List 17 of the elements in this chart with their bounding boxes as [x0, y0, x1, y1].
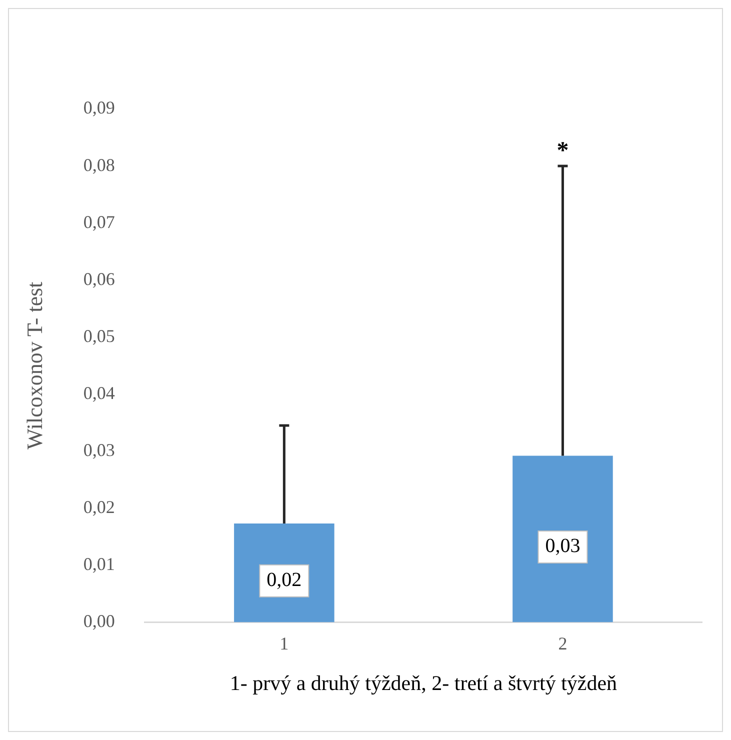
y-tick-label: 0,08 [83, 154, 115, 175]
y-tick-label: 0,02 [83, 496, 115, 517]
y-tick-label: 0,06 [83, 268, 115, 289]
data-label: 0,03 [545, 535, 580, 558]
x-tick-label: 2 [558, 634, 568, 654]
annotation: * [556, 138, 569, 164]
y-tick-label: 0,07 [83, 212, 115, 232]
y-tick-label: 0,03 [83, 440, 115, 460]
y-tick-label: 0,09 [83, 98, 115, 118]
data-label: 0,02 [266, 569, 302, 592]
y-tick-label: 0,00 [83, 610, 115, 631]
y-tick-label: 0,04 [83, 382, 115, 403]
y-tick-label: 0,05 [83, 326, 115, 346]
x-tick-label: 1 [280, 634, 289, 654]
x-axis-title: 1- prvý a druhý týždeň, 2- tretí a štvrtý týždeň [230, 670, 618, 695]
y-tick-label: 0,01 [83, 554, 115, 574]
y-axis-title: Wilcoxonov T- test [22, 282, 47, 450]
